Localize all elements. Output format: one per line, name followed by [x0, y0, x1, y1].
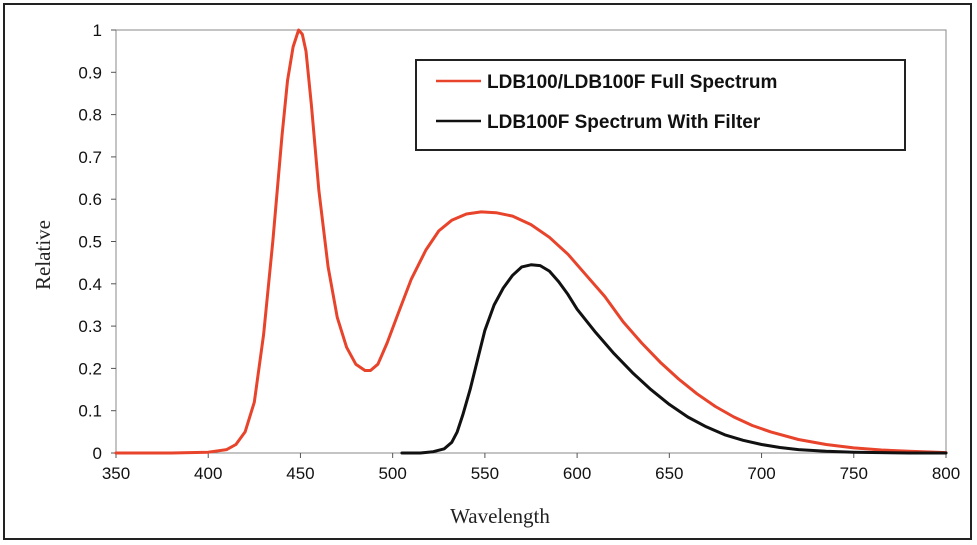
legend-box — [415, 59, 906, 151]
y-tick-label: 0 — [93, 444, 102, 463]
y-tick-label: 0.2 — [78, 359, 102, 378]
y-tick-label: 0.1 — [78, 402, 102, 421]
x-tick-label: 350 — [102, 464, 130, 483]
x-tick-label: 400 — [194, 464, 222, 483]
x-tick-label: 700 — [747, 464, 775, 483]
x-tick-label: 800 — [932, 464, 960, 483]
y-tick-label: 1 — [93, 21, 102, 40]
legend-label-with-filter: LDB100F Spectrum With Filter — [487, 112, 761, 133]
x-tick-label: 750 — [840, 464, 868, 483]
x-tick-label: 600 — [563, 464, 591, 483]
x-tick-label: 500 — [378, 464, 406, 483]
y-tick-label: 0.7 — [78, 148, 102, 167]
y-tick-label: 0.8 — [78, 106, 102, 125]
y-tick-label: 0.5 — [78, 233, 102, 252]
legend-label-full-spectrum: LDB100/LDB100F Full Spectrum — [487, 72, 777, 93]
y-tick-label: 0.6 — [78, 190, 102, 209]
x-axis-title: Wavelength — [450, 504, 550, 528]
y-tick-label: 0.4 — [78, 275, 102, 294]
series-line-with-filter — [400, 263, 948, 455]
legend: LDB100/LDB100F Full Spectrum LDB100F Spe… — [415, 59, 906, 151]
series-line-full-spectrum — [114, 28, 948, 455]
y-tick-label: 0.3 — [78, 317, 102, 336]
x-tick-label: 650 — [655, 464, 683, 483]
x-tick-label: 450 — [286, 464, 314, 483]
x-tick-label: 550 — [471, 464, 499, 483]
y-tick-label: 0.9 — [78, 63, 102, 82]
y-axis-title: Relative — [31, 220, 55, 290]
